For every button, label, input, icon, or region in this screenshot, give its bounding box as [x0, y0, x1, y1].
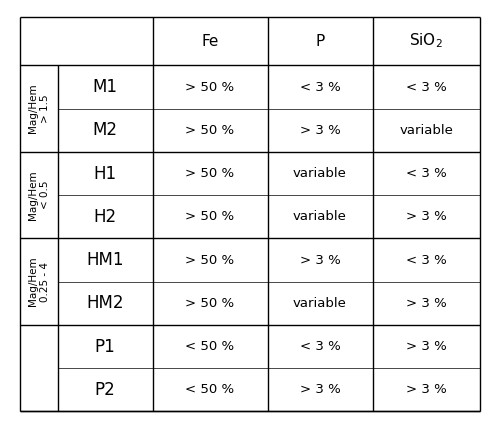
Text: H1: H1	[94, 165, 116, 183]
Text: variable: variable	[400, 124, 453, 137]
Text: > 50 %: > 50 %	[186, 254, 234, 267]
Text: < 50 %: < 50 %	[186, 340, 234, 353]
Text: > 3 %: > 3 %	[406, 210, 446, 223]
Text: < 3 %: < 3 %	[300, 340, 341, 353]
Text: > 3 %: > 3 %	[406, 340, 446, 353]
Text: > 3 %: > 3 %	[300, 254, 341, 267]
Text: Mag/Hem
> 1.5: Mag/Hem > 1.5	[28, 84, 50, 133]
Text: < 3 %: < 3 %	[406, 81, 446, 94]
Text: < 3 %: < 3 %	[406, 254, 446, 267]
Text: variable: variable	[293, 167, 347, 180]
Text: > 50 %: > 50 %	[186, 210, 234, 223]
Text: variable: variable	[293, 297, 347, 310]
Text: > 50 %: > 50 %	[186, 124, 234, 137]
Text: M2: M2	[92, 121, 118, 139]
Text: > 50 %: > 50 %	[186, 297, 234, 310]
Text: P: P	[316, 34, 324, 49]
Text: SiO$_2$: SiO$_2$	[410, 32, 443, 51]
Text: HM1: HM1	[86, 251, 124, 269]
Text: H2: H2	[94, 208, 116, 226]
Text: variable: variable	[293, 210, 347, 223]
Text: > 3 %: > 3 %	[406, 383, 446, 396]
Text: HM2: HM2	[86, 294, 124, 312]
Text: > 3 %: > 3 %	[300, 383, 341, 396]
Text: > 3 %: > 3 %	[300, 124, 341, 137]
Text: > 3 %: > 3 %	[406, 297, 446, 310]
Text: P2: P2	[94, 381, 116, 399]
Text: < 3 %: < 3 %	[300, 81, 341, 94]
Text: M1: M1	[92, 78, 118, 96]
Text: < 3 %: < 3 %	[406, 167, 446, 180]
Text: > 50 %: > 50 %	[186, 167, 234, 180]
Text: > 50 %: > 50 %	[186, 81, 234, 94]
Text: < 50 %: < 50 %	[186, 383, 234, 396]
Text: Mag/Hem
< 0.5: Mag/Hem < 0.5	[28, 170, 50, 220]
Text: Fe: Fe	[202, 34, 218, 49]
Text: Mag/Hem
0.25 - 4: Mag/Hem 0.25 - 4	[28, 257, 50, 306]
Text: P1: P1	[94, 338, 116, 356]
